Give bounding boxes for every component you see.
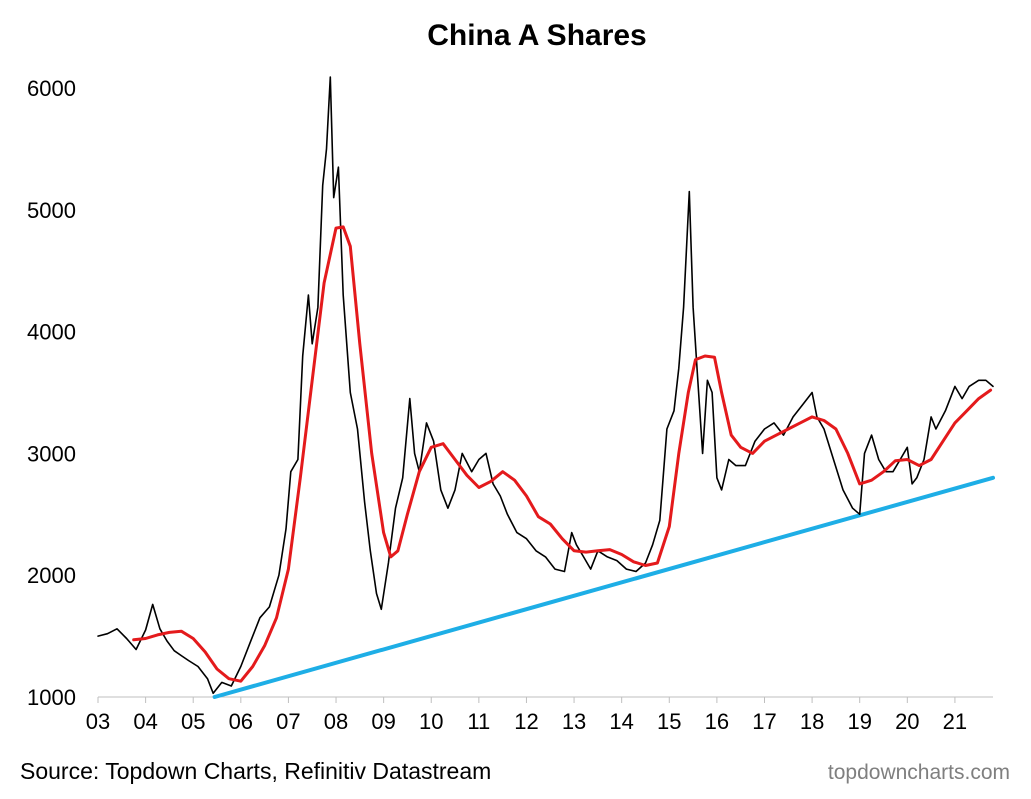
- index-price-line: [97, 76, 994, 695]
- brand-watermark: topdowncharts.com: [828, 761, 1010, 784]
- x-tick-label: 13: [562, 709, 586, 734]
- trend-line: [212, 475, 995, 699]
- y-tick-label: 4000: [27, 320, 76, 345]
- x-tick-label: 09: [371, 709, 395, 734]
- x-tick-label: 14: [609, 709, 633, 734]
- chart-title: China A Shares: [427, 19, 647, 52]
- y-tick-label: 3000: [27, 441, 76, 466]
- y-tick-label: 6000: [27, 76, 76, 101]
- y-tick-label: 5000: [27, 198, 76, 223]
- x-tick-label: 16: [705, 709, 729, 734]
- x-tick-label: 05: [181, 709, 205, 734]
- x-tick-label: 15: [657, 709, 681, 734]
- series-layer: [97, 76, 995, 699]
- x-tick-label: 11: [467, 709, 490, 734]
- y-tick-label: 1000: [27, 685, 76, 710]
- x-tick-label: 18: [800, 709, 824, 734]
- y-tick-label: 2000: [27, 563, 76, 588]
- x-tick-label: 21: [943, 709, 967, 734]
- moving-average-line: [132, 225, 993, 683]
- x-tick-label: 03: [86, 709, 110, 734]
- x-tick-label: 19: [847, 709, 871, 734]
- x-axis-ticks: 03 04 05 06 07 08 09 10 11 12 13 14 15 16 17 18 19 20 21: [86, 697, 967, 734]
- x-tick-label: 10: [419, 709, 443, 734]
- x-tick-label: 04: [133, 709, 157, 734]
- x-tick-label: 07: [276, 709, 300, 734]
- x-tick-label: 06: [229, 709, 253, 734]
- source-note: Source: Topdown Charts, Refinitiv Datast…: [20, 758, 491, 784]
- x-tick-label: 08: [324, 709, 348, 734]
- y-axis-ticks: 1000 2000 3000 4000 5000 6000: [27, 76, 76, 710]
- x-tick-label: 12: [514, 709, 538, 734]
- x-tick-label: 17: [752, 709, 776, 734]
- x-tick-label: 20: [895, 709, 919, 734]
